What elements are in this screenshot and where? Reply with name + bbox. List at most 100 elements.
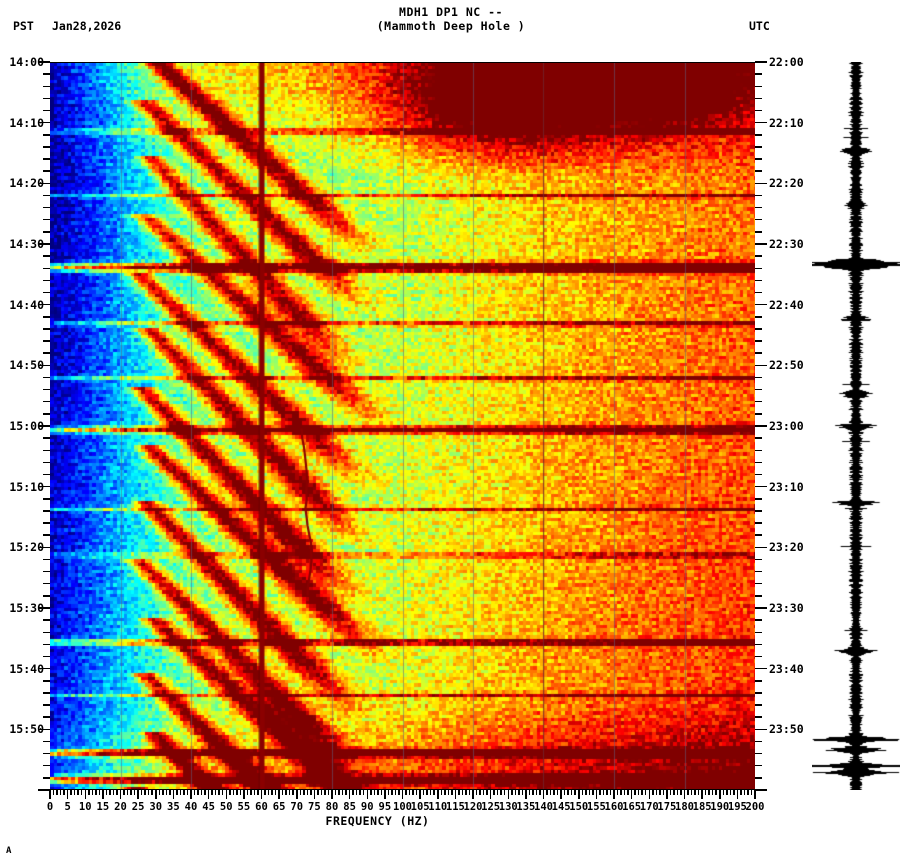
freq-tick [345, 790, 347, 795]
freq-tick [102, 790, 104, 799]
time-tick-right [755, 777, 762, 779]
time-tick-left [43, 752, 50, 755]
time-tick-right [755, 303, 767, 306]
freq-tick [292, 790, 294, 795]
frequency-label: 10 [78, 801, 92, 813]
time-tick-right [755, 121, 767, 124]
freq-tick [130, 790, 132, 795]
freq-tick [370, 790, 372, 795]
freq-tick [507, 790, 509, 799]
freq-tick [412, 790, 414, 795]
time-tick-right [755, 316, 762, 318]
time-tick-right [755, 61, 767, 63]
freq-tick [384, 790, 386, 799]
time-tick-left [38, 485, 50, 488]
freq-tick [528, 790, 531, 795]
time-tick-left [43, 643, 50, 646]
time-tick-left [38, 61, 50, 63]
time-label-utc: 23:40 [769, 661, 804, 676]
freq-tick [588, 790, 591, 795]
freq-tick [73, 790, 76, 795]
freq-tick [320, 790, 323, 795]
freq-tick [123, 790, 125, 795]
freq-tick [535, 790, 538, 795]
freq-tick [299, 790, 302, 795]
time-label-utc: 23:10 [769, 479, 804, 494]
freq-tick [666, 790, 668, 799]
time-tick-left [38, 728, 50, 731]
freq-tick [570, 790, 573, 795]
freq-tick [348, 790, 351, 799]
freq-tick [373, 790, 376, 795]
freq-tick [359, 790, 361, 795]
time-tick-right [755, 352, 762, 354]
time-tick-left [43, 777, 50, 779]
freq-tick [468, 790, 471, 795]
freq-tick [327, 790, 330, 795]
frequency-label: 145 [551, 801, 571, 813]
time-label-pst: 14:30 [9, 237, 44, 251]
time-tick-right [755, 85, 762, 88]
frequency-label: 195 [727, 801, 747, 813]
time-tick-right [755, 182, 767, 185]
time-tick-right [755, 328, 762, 330]
time-tick-right [755, 680, 762, 682]
freq-tick [334, 790, 337, 795]
time-tick-right [755, 158, 762, 160]
time-tick-right [755, 413, 762, 415]
freq-tick [387, 790, 390, 795]
time-tick-right [755, 752, 762, 755]
freq-tick [433, 790, 435, 795]
freq-tick [186, 790, 189, 795]
freq-tick [592, 790, 594, 795]
freq-tick [532, 790, 534, 795]
freq-tick [711, 790, 714, 795]
time-tick-right [755, 522, 762, 524]
freq-tick [119, 790, 122, 799]
freq-tick [581, 790, 584, 795]
freq-tick [211, 790, 213, 795]
frequency-label: 5 [64, 801, 71, 813]
time-tick-left [38, 303, 50, 306]
freq-tick [708, 790, 710, 795]
freq-tick [70, 790, 72, 795]
freq-tick [697, 790, 700, 795]
frequency-label: 180 [675, 801, 694, 813]
freq-tick [595, 790, 598, 799]
freq-tick [253, 790, 256, 795]
freq-tick [105, 790, 108, 795]
time-tick-left [43, 134, 50, 136]
freq-tick [539, 790, 541, 795]
time-tick-left [43, 158, 50, 160]
freq-tick [680, 790, 682, 795]
time-label-pst: 15:10 [9, 479, 44, 494]
time-tick-left [43, 194, 50, 197]
freq-tick [704, 790, 707, 795]
time-tick-left [38, 364, 50, 367]
freq-tick [451, 790, 453, 795]
freq-tick [437, 790, 439, 799]
time-label-pst: 15:40 [9, 661, 44, 676]
freq-tick [165, 790, 168, 795]
freq-tick [701, 790, 703, 799]
time-label-utc: 23:00 [769, 419, 804, 433]
frequency-label: 120 [463, 801, 483, 813]
frequency-label: 150 [569, 801, 589, 813]
time-label-utc: 22:10 [769, 115, 804, 130]
freq-tick [518, 790, 520, 795]
date-label: Jan28,2026 [52, 19, 122, 33]
frequency-label: 135 [516, 801, 536, 813]
freq-tick [673, 790, 675, 795]
time-tick-left [43, 534, 50, 536]
time-tick-right [755, 255, 762, 257]
time-tick-left [43, 449, 50, 452]
time-tick-right [755, 109, 762, 112]
freq-tick [394, 790, 397, 795]
freq-tick [493, 790, 495, 795]
time-label-utc: 22:20 [769, 176, 804, 191]
freq-tick [609, 790, 612, 795]
time-tick-right [755, 570, 762, 573]
time-tick-left [43, 109, 50, 112]
spectrogram-plot[interactable] [50, 62, 755, 790]
freq-tick [59, 790, 62, 795]
